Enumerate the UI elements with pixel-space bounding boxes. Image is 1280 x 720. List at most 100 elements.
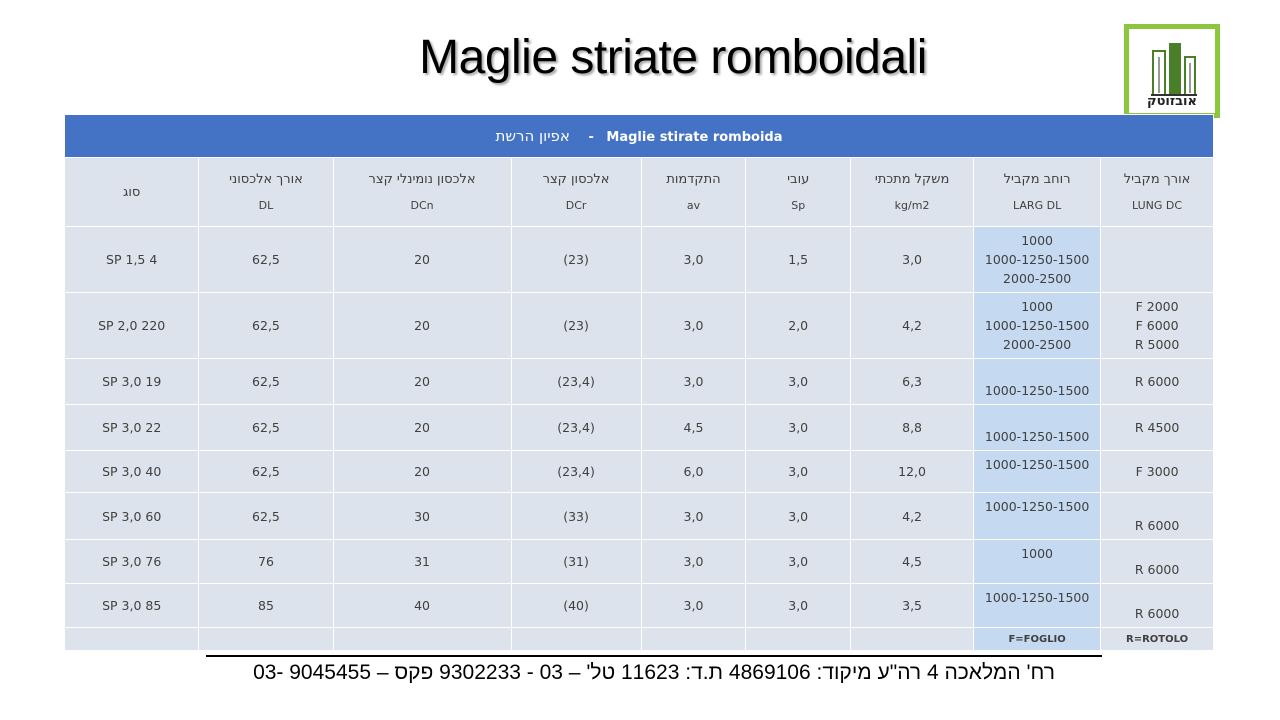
dcn-cell: 40 [332, 583, 512, 628]
table-row: 6000 R 1000-1250-1500 4,2 3,0 3,0 (33) 3… [63, 492, 1214, 540]
table-row: 6000 R 1000 4,5 3,0 3,0 (31) 31 76 76 SP… [63, 539, 1214, 584]
sp-cell: 3,0 [745, 539, 852, 584]
sp-cell: 3,0 [745, 583, 852, 628]
type-cell: 19 SP 3,0 [63, 358, 200, 405]
dl-cell: 62,5 [198, 404, 334, 451]
av-cell: 3,0 [640, 226, 747, 293]
table-row: 4500 R 1000-1250-1500 8,8 3,0 4,5 (23,4)… [63, 404, 1214, 451]
dcr-cell: (23,4) [510, 450, 642, 493]
header-cell: אלכסון קצר DCr [510, 157, 642, 227]
logo-text: אובזוטק [1147, 94, 1197, 109]
lung-cell: 3000 F [1100, 450, 1214, 493]
page-title: Maglie striate romboidali [419, 31, 927, 84]
table-row: 6000 R 1000-1250-1500 3,5 3,0 3,0 (40) 4… [63, 583, 1214, 628]
larg-cell: 1000 1000-1250-1500 2000-2500 [973, 292, 1102, 359]
dcn-cell: 20 [332, 404, 512, 451]
lung-cell [1100, 226, 1214, 293]
mesh-spec-table: Maglie stirate romboida - אפיון הרשת אור… [63, 114, 1214, 651]
banner-separator: - [588, 130, 594, 145]
dcn-cell: 20 [332, 292, 512, 359]
dcn-cell: 20 [332, 450, 512, 493]
header-cell: משקל מתכתי kg/m2 [850, 157, 975, 227]
dcr-cell: (33) [510, 492, 642, 540]
type-cell: 4 SP 1,5 [63, 226, 200, 293]
banner-hebrew: אפיון הרשת [495, 127, 570, 145]
header-cell: סוג [63, 157, 200, 227]
type-cell: 60 SP 3,0 [63, 492, 200, 540]
header-cell: אורך אלכסוני DL [198, 157, 334, 227]
av-cell: 3,0 [640, 539, 747, 584]
dl-cell: 62,5 [198, 226, 334, 293]
table-row: 6000 R 1000-1250-1500 6,3 3,0 3,0 (23,4)… [63, 358, 1214, 405]
av-cell: 3,0 [640, 583, 747, 628]
lung-cell: 2000 F 6000 F 5000 R [1100, 292, 1214, 359]
larg-cell: 1000-1250-1500 [973, 404, 1102, 451]
type-cell: 76 SP 3,0 [63, 539, 200, 584]
lung-cell: 6000 R [1100, 583, 1214, 628]
larg-cell: 1000-1250-1500 [973, 492, 1102, 540]
header-row: אורך מקביל LUNG DC רוחב מקביל LARG DL משקל… [63, 157, 1214, 227]
dl-cell: 62,5 [198, 358, 334, 405]
larg-cell: 1000-1250-1500 [973, 450, 1102, 493]
dcn-cell: 20 [332, 358, 512, 405]
lung-cell: 6000 R [1100, 358, 1214, 405]
header-cell: התקדמות av [640, 157, 747, 227]
larg-cell: 1000-1250-1500 [973, 583, 1102, 628]
kg-cell: 4,5 [850, 539, 975, 584]
av-cell: 6,0 [640, 450, 747, 493]
kg-cell: 6,3 [850, 358, 975, 405]
kg-cell: 4,2 [850, 492, 975, 540]
sp-cell: 3,0 [745, 358, 852, 405]
kg-cell: 3,0 [850, 226, 975, 293]
dcr-cell: (23) [510, 292, 642, 359]
kg-cell: 4,2 [850, 292, 975, 359]
sp-cell: 1,5 [745, 226, 852, 293]
dcr-cell: (23,4) [510, 358, 642, 405]
dl-cell: 62,5 [198, 292, 334, 359]
footer-contact: רח' המלאכה 4 רה"ע מיקוד: 4869106 ת.ד: 11… [253, 661, 1055, 684]
type-cell: 40 SP 3,0 [63, 450, 200, 493]
notes-row: R=ROTOLO F=FOGLIO [63, 627, 1214, 651]
dcr-cell: (40) [510, 583, 642, 628]
av-cell: 3,0 [640, 492, 747, 540]
header-cell: רוחב מקביל LARG DL [973, 157, 1102, 227]
sp-cell: 3,0 [745, 404, 852, 451]
header-cell: עובי Sp [745, 157, 852, 227]
dl-cell: 62,5 [198, 450, 334, 493]
banner-latin: Maglie stirate romboida [606, 130, 783, 145]
dcn-cell: 30 [332, 492, 512, 540]
dl-cell: 62,5 [198, 492, 334, 540]
footer-divider [206, 655, 1102, 657]
header-cell: אלכסון נומינלי קצר DCn [332, 157, 512, 227]
kg-cell: 12,0 [850, 450, 975, 493]
table-row: 2000 F 6000 F 5000 R 1000 1000-1250-1500 200… [63, 292, 1214, 359]
dcr-cell: (23,4) [510, 404, 642, 451]
building-icon [1151, 43, 1197, 96]
lung-cell: 6000 R [1100, 539, 1214, 584]
header-cell: אורך מקביל LUNG DC [1100, 157, 1214, 227]
av-cell: 3,0 [640, 292, 747, 359]
table-banner: Maglie stirate romboida - אפיון הרשת [64, 114, 1214, 158]
dcn-cell: 20 [332, 226, 512, 293]
larg-cell: 1000 1000-1250-1500 2000-2500 [973, 226, 1102, 293]
type-cell: 85 SP 3,0 [63, 583, 200, 628]
kg-cell: 3,5 [850, 583, 975, 628]
dl-cell: 76 [198, 539, 334, 584]
av-cell: 4,5 [640, 404, 747, 451]
table-row: 3000 F 1000-1250-1500 12,0 3,0 6,0 (23,4… [63, 450, 1214, 493]
type-cell: 22 SP 3,0 [63, 404, 200, 451]
dcn-cell: 31 [332, 539, 512, 584]
lung-cell: 4500 R [1100, 404, 1214, 451]
lung-cell: 6000 R [1100, 492, 1214, 540]
lung-note: R=ROTOLO [1100, 627, 1214, 651]
dl-cell: 85 [198, 583, 334, 628]
larg-cell: 1000 [973, 539, 1102, 584]
dcr-cell: (31) [510, 539, 642, 584]
kg-cell: 8,8 [850, 404, 975, 451]
larg-note: F=FOGLIO [973, 627, 1102, 651]
sp-cell: 2,0 [745, 292, 852, 359]
av-cell: 3,0 [640, 358, 747, 405]
dcr-cell: (23) [510, 226, 642, 293]
larg-cell: 1000-1250-1500 [973, 358, 1102, 405]
company-logo: אובזוטק [1124, 24, 1220, 118]
